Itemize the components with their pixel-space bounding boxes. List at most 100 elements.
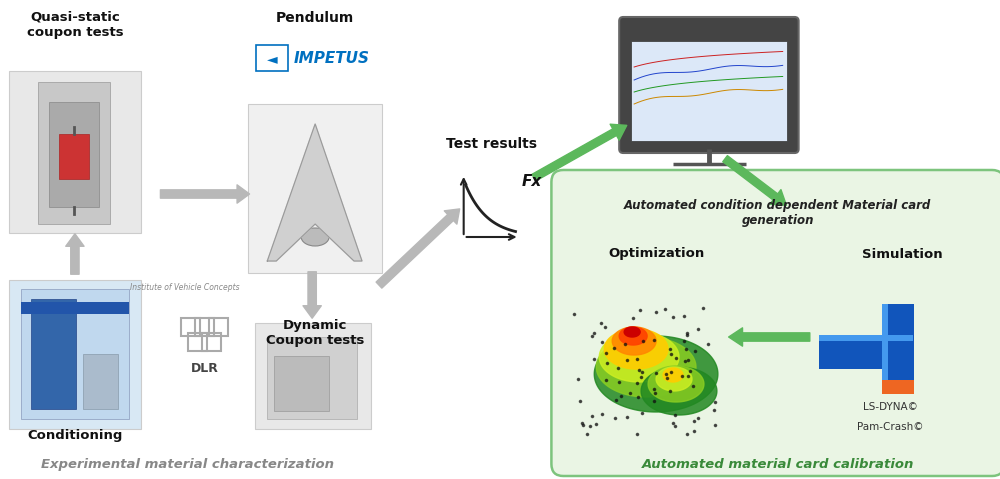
Bar [59, 134, 89, 179]
Point [679, 430, 695, 438]
Point [594, 411, 610, 418]
Point [695, 304, 711, 312]
FancyBboxPatch shape [631, 41, 787, 141]
FancyBboxPatch shape [882, 380, 914, 394]
Point [629, 430, 645, 438]
Point [630, 393, 646, 401]
Polygon shape [656, 367, 692, 391]
Text: LS-DYNA©: LS-DYNA© [863, 402, 918, 412]
Point [678, 345, 694, 353]
Point [594, 338, 610, 345]
FancyBboxPatch shape [619, 17, 799, 153]
Point [575, 422, 591, 429]
Polygon shape [604, 329, 668, 369]
Ellipse shape [301, 228, 329, 246]
Point [634, 368, 650, 376]
Point [599, 359, 615, 367]
Point [611, 378, 627, 386]
FancyBboxPatch shape [248, 104, 382, 273]
Point [663, 368, 679, 376]
Text: Pendulum: Pendulum [276, 11, 354, 25]
Point [706, 406, 722, 414]
Polygon shape [648, 366, 704, 402]
Bar [83, 354, 118, 409]
Point [597, 323, 613, 331]
Text: Quasi-static
coupon tests: Quasi-static coupon tests [27, 11, 123, 39]
Bar [49, 102, 99, 207]
Text: Conditioning: Conditioning [27, 429, 123, 442]
Point [572, 397, 588, 405]
Point [667, 411, 683, 419]
Text: Test results: Test results [446, 137, 537, 151]
Polygon shape [599, 332, 679, 382]
Point [606, 344, 622, 352]
FancyBboxPatch shape [9, 71, 141, 233]
Text: IMPETUS: IMPETUS [294, 51, 370, 66]
Point [665, 313, 681, 321]
Point [625, 314, 641, 321]
Point [586, 329, 602, 337]
Point [631, 366, 647, 374]
Point [707, 421, 723, 429]
Point [674, 373, 690, 380]
Point [686, 418, 702, 425]
Point [593, 319, 609, 327]
Point [676, 312, 692, 320]
Point [668, 354, 684, 362]
Point [685, 383, 701, 390]
FancyBboxPatch shape [882, 304, 888, 394]
FancyBboxPatch shape [819, 337, 913, 369]
Point [647, 389, 663, 397]
Point [658, 370, 674, 378]
Point [574, 419, 590, 426]
Text: Automated material card calibration: Automated material card calibration [642, 458, 914, 471]
Point [629, 355, 645, 363]
Point [662, 387, 678, 395]
Text: Institute of Vehicle Concepts: Institute of Vehicle Concepts [130, 283, 239, 292]
Point [657, 305, 673, 313]
Point [676, 337, 692, 345]
Point [619, 413, 635, 421]
Bar [31, 299, 76, 409]
Point [634, 410, 650, 417]
Point [584, 332, 600, 340]
Text: Dynamic
Coupon tests: Dynamic Coupon tests [266, 319, 364, 347]
Point [586, 355, 602, 363]
Polygon shape [267, 124, 362, 261]
Bar [267, 337, 357, 419]
Point [680, 356, 696, 364]
Text: Optimization: Optimization [608, 248, 704, 261]
Polygon shape [624, 327, 640, 337]
Point [607, 414, 623, 422]
Text: Automated condition dependent Material card
generation: Automated condition dependent Material c… [624, 199, 931, 227]
Point [579, 430, 595, 438]
Point [665, 420, 681, 427]
Point [679, 331, 695, 339]
Point [622, 389, 638, 397]
Text: Fx: Fx [522, 173, 542, 189]
Text: Experimental material characterization: Experimental material characterization [41, 458, 334, 471]
Bar [21, 302, 129, 314]
Point [588, 421, 604, 428]
Point [690, 414, 706, 422]
Point [617, 340, 633, 348]
Point [700, 341, 716, 348]
Point [648, 308, 664, 316]
FancyBboxPatch shape [551, 170, 1000, 476]
Point [682, 367, 698, 375]
Point [598, 376, 614, 383]
Point [687, 347, 703, 354]
Polygon shape [596, 337, 696, 397]
Polygon shape [663, 368, 683, 382]
Point [707, 398, 723, 405]
FancyBboxPatch shape [819, 335, 913, 341]
Point [680, 372, 696, 379]
Point [633, 374, 649, 381]
Point [663, 350, 679, 357]
Text: DLR: DLR [191, 363, 218, 376]
Point [608, 396, 624, 403]
Bar [38, 82, 110, 224]
Point [613, 392, 629, 400]
Text: Pam-Crash©: Pam-Crash© [857, 422, 924, 432]
Bar [21, 289, 129, 419]
